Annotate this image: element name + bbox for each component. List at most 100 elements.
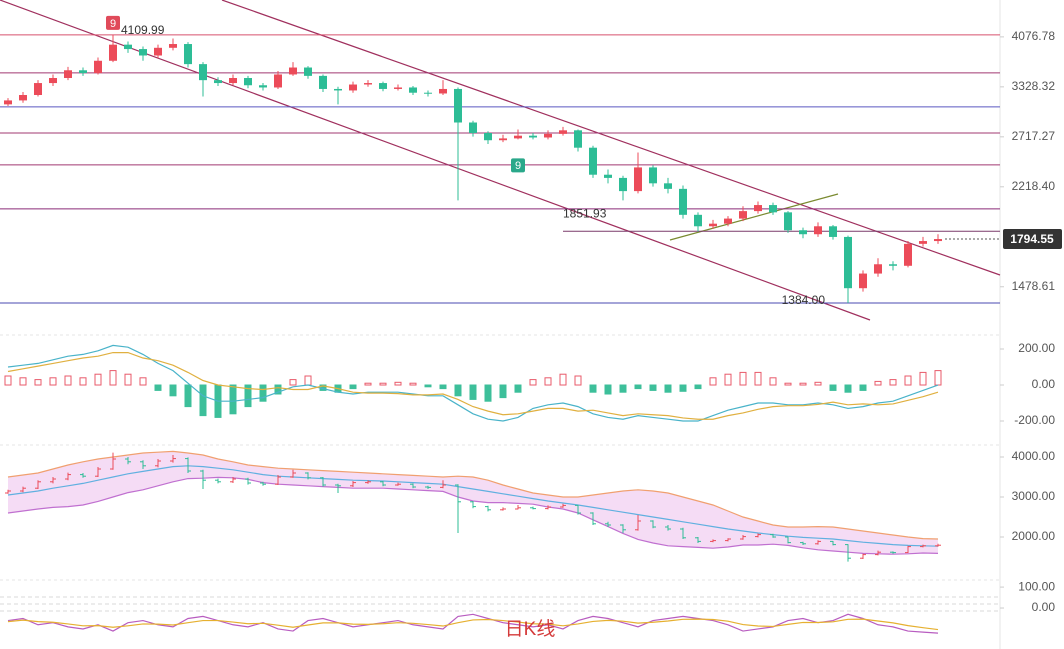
y-tick-label: 3000.00 <box>1012 489 1056 503</box>
macd-bar <box>574 375 582 386</box>
y-tick-label: 200.00 <box>1018 341 1055 355</box>
candle-body <box>769 205 777 213</box>
macd-bar <box>169 384 177 397</box>
macd-bar <box>304 375 312 386</box>
macd-bar <box>844 384 852 393</box>
candle-body <box>889 264 897 266</box>
macd-bar <box>139 377 147 386</box>
candle-body <box>4 100 12 105</box>
macd-line <box>7 344 939 422</box>
macd-bar <box>484 384 492 402</box>
candle-body <box>679 188 687 215</box>
y-tick-label: 2000.00 <box>1012 529 1056 543</box>
candle-body <box>829 226 837 237</box>
macd-bar <box>559 373 567 386</box>
macd-bar <box>784 382 792 386</box>
marker-box <box>511 158 525 173</box>
candle-body <box>559 130 567 134</box>
marker-text: 9 <box>515 160 521 172</box>
candle-body <box>724 218 732 224</box>
macd-bar <box>724 373 732 386</box>
y-tick-label: 2717.27 <box>1012 129 1056 143</box>
level-label: 1384.00 <box>782 293 826 307</box>
macd-bar <box>919 371 927 386</box>
macd-bar <box>259 384 267 402</box>
candle-body <box>799 230 807 235</box>
kdj-line <box>7 618 939 631</box>
candle-body <box>124 44 132 50</box>
candle-body <box>619 177 627 192</box>
candle-body <box>139 49 147 56</box>
macd-bar <box>409 382 417 386</box>
macd-bar <box>199 384 207 417</box>
candle-body <box>154 47 162 56</box>
candle-body <box>814 226 822 235</box>
macd-bar <box>754 371 762 386</box>
candle-body <box>49 78 57 84</box>
candle-body <box>274 74 282 88</box>
candle-body <box>64 70 72 79</box>
macd-bar <box>859 384 867 391</box>
macd-bar <box>589 384 597 393</box>
candle-body <box>844 236 852 289</box>
high-label: 4109.99 <box>121 23 165 37</box>
candle-body <box>499 138 507 141</box>
macd-bar <box>499 384 507 399</box>
candle-body <box>649 167 657 184</box>
candle-body <box>754 205 762 212</box>
macd-bar <box>34 379 42 386</box>
macd-bar <box>184 384 192 408</box>
macd-bar <box>79 377 87 386</box>
candle-body <box>439 88 447 94</box>
macd-bar <box>739 371 747 386</box>
last-price-label: 1794.55 <box>1010 232 1054 246</box>
candle-body <box>469 122 477 133</box>
macd-bar <box>829 384 837 391</box>
candle-body <box>544 133 552 138</box>
kdj-line <box>7 613 939 634</box>
candle-body <box>904 243 912 266</box>
candle-body <box>589 147 597 175</box>
candle-body <box>379 83 387 89</box>
candle-body <box>304 67 312 76</box>
band-line <box>7 465 939 547</box>
last-price-tag <box>1003 229 1062 250</box>
marker-box <box>106 15 120 30</box>
candle-body <box>424 92 432 94</box>
y-tick-label: 2218.40 <box>1012 179 1056 193</box>
level-label: 1851.93 <box>563 206 607 220</box>
macd-bar <box>469 384 477 400</box>
y-tick-label: 4076.78 <box>1012 29 1056 43</box>
macd-bar <box>439 384 447 390</box>
macd-bar <box>154 384 162 391</box>
candle-body <box>19 95 27 101</box>
trend-line <box>221 0 1001 276</box>
macd-bar <box>934 370 942 386</box>
candle-body <box>199 64 207 81</box>
macd-bar <box>289 379 297 386</box>
candle-body <box>874 264 882 274</box>
trend-line <box>669 193 839 241</box>
y-tick-label: 100.00 <box>1018 579 1055 593</box>
y-tick-label: -200.00 <box>1014 413 1055 427</box>
macd-bar <box>619 384 627 393</box>
macd-bar <box>709 377 717 386</box>
candle-body <box>784 212 792 231</box>
macd-bar <box>874 380 882 386</box>
macd-bar <box>424 384 432 388</box>
macd-bar <box>649 384 657 391</box>
macd-bar <box>274 384 282 395</box>
macd-bar <box>379 382 387 386</box>
candle-body <box>364 83 372 85</box>
macd-bar <box>694 384 702 390</box>
marker-text: 9 <box>110 18 116 30</box>
macd-bar <box>229 384 237 415</box>
candle-body <box>409 87 417 93</box>
caption: 日K线 <box>505 618 556 640</box>
candle-body <box>79 70 87 74</box>
macd-bar <box>109 370 117 386</box>
macd-bar <box>244 384 252 408</box>
macd-bar <box>124 373 132 386</box>
candle-body <box>94 60 102 74</box>
